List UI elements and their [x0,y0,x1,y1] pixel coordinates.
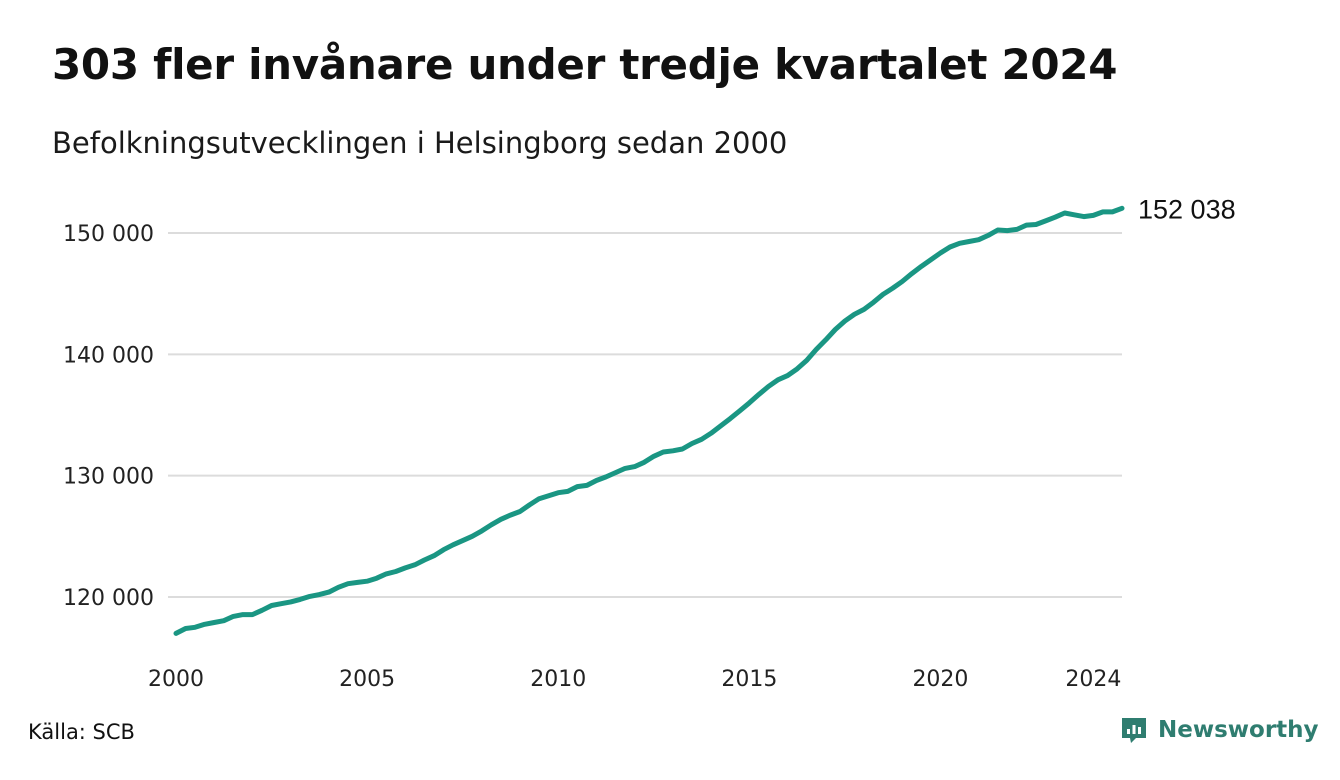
end-value-label: 152 038 [1138,194,1236,224]
brand-logo: Newsworthy [1118,714,1319,746]
newsworthy-logo-icon [1122,718,1146,743]
y-tick-label: 130 000 [63,465,154,490]
y-axis-ticks: 120 000 130 000 140 000 150 000 [63,222,154,611]
gridlines [168,232,1122,598]
x-tick-label: 2024 [1065,667,1121,692]
x-tick-label: 2000 [148,667,204,692]
chart-title: 303 fler invånare under tredje kvartalet… [52,40,1118,89]
population-line-chart: 120 000 130 000 140 000 150 000 2000 2005 201… [63,194,1236,692]
x-tick-label: 2010 [530,667,586,692]
brand-name: Newsworthy [1158,717,1319,743]
source-note: Källa: SCB [28,720,135,744]
x-tick-label: 2005 [339,667,395,692]
x-tick-label: 2015 [721,667,777,692]
chart-subtitle: Befolkningsutvecklingen i Helsingborg se… [52,126,788,160]
x-axis-ticks: 2000 2005 2010 2015 2020 2024 [148,667,1121,692]
series-line-population [173,205,1125,636]
y-tick-label: 150 000 [63,222,154,247]
y-tick-label: 140 000 [63,343,154,368]
y-tick-label: 120 000 [63,586,154,611]
x-tick-label: 2020 [912,667,968,692]
